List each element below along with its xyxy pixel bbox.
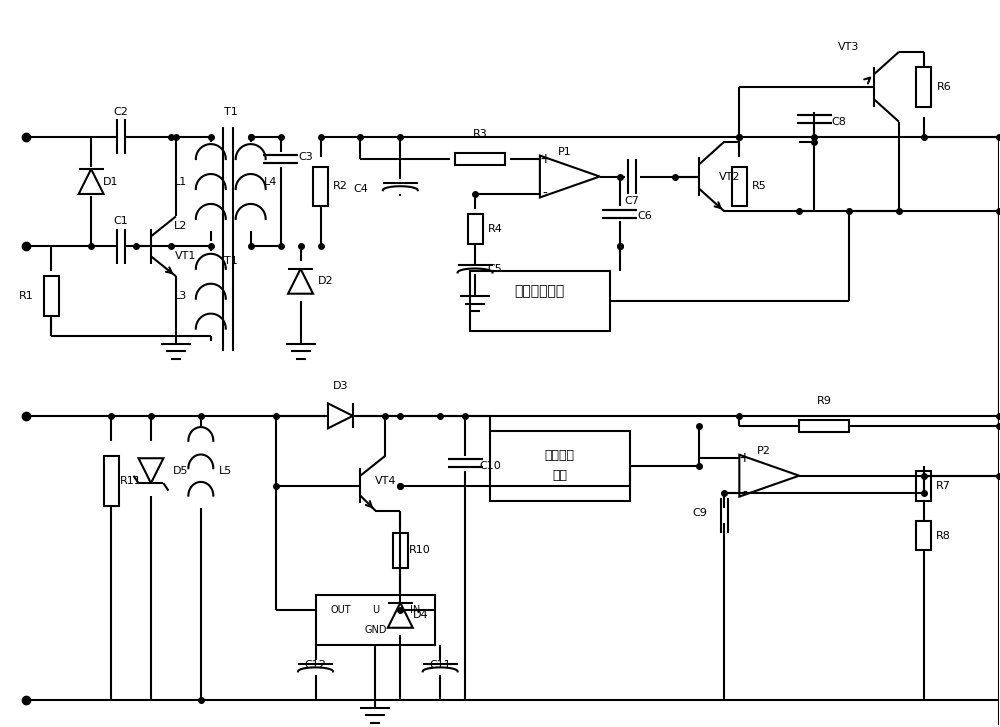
- Bar: [393, 533, 408, 568]
- Bar: [470, 271, 610, 331]
- Bar: [313, 166, 328, 206]
- Text: 电路: 电路: [552, 469, 567, 482]
- Text: P2: P2: [757, 446, 771, 456]
- Text: D5: D5: [173, 466, 189, 475]
- Text: C2: C2: [114, 107, 128, 117]
- Bar: [455, 153, 505, 165]
- Text: VT4: VT4: [375, 475, 396, 486]
- Text: C7: C7: [625, 196, 640, 206]
- Text: VT2: VT2: [719, 172, 740, 182]
- Text: C1: C1: [114, 217, 128, 226]
- Text: +: +: [539, 152, 551, 166]
- Text: R4: R4: [488, 224, 502, 234]
- Polygon shape: [139, 458, 163, 483]
- Text: IN: IN: [410, 606, 420, 615]
- Bar: [916, 470, 931, 501]
- Text: R1: R1: [19, 292, 34, 301]
- Bar: [916, 67, 931, 107]
- Text: U: U: [372, 606, 379, 615]
- Text: L2: L2: [174, 222, 188, 231]
- Polygon shape: [288, 269, 313, 294]
- Text: R7: R7: [936, 481, 951, 491]
- Text: R9: R9: [817, 396, 832, 406]
- Bar: [316, 595, 435, 646]
- Text: 损耗抑制: 损耗抑制: [545, 449, 575, 462]
- Text: T1: T1: [224, 107, 238, 117]
- Text: R11: R11: [120, 475, 142, 486]
- Text: VT1: VT1: [175, 252, 197, 261]
- Text: R3: R3: [473, 129, 487, 139]
- Text: VT3: VT3: [838, 42, 860, 52]
- Text: T1: T1: [224, 257, 238, 266]
- Bar: [799, 419, 849, 432]
- Text: OUT: OUT: [330, 606, 351, 615]
- Text: D4: D4: [412, 610, 428, 620]
- Polygon shape: [79, 169, 104, 194]
- Text: L5: L5: [219, 466, 232, 475]
- Text: L1: L1: [174, 177, 188, 187]
- Text: R5: R5: [752, 182, 767, 191]
- Text: C10: C10: [479, 461, 501, 470]
- Text: D2: D2: [318, 276, 333, 286]
- Text: GND: GND: [364, 625, 387, 635]
- Polygon shape: [388, 603, 413, 627]
- Text: L4: L4: [264, 177, 277, 187]
- Text: C4: C4: [353, 184, 368, 194]
- Bar: [468, 214, 483, 244]
- Text: C11: C11: [429, 660, 451, 670]
- Text: 线性驱动电路: 线性驱动电路: [515, 284, 565, 298]
- Text: C9: C9: [692, 508, 707, 518]
- Text: R2: R2: [333, 182, 348, 191]
- Text: R10: R10: [409, 545, 431, 555]
- Polygon shape: [328, 403, 353, 428]
- Text: C5: C5: [488, 264, 502, 274]
- Text: R8: R8: [936, 531, 951, 540]
- Text: C8: C8: [832, 116, 846, 126]
- Bar: [104, 456, 119, 505]
- Bar: [732, 166, 747, 206]
- Text: C3: C3: [298, 151, 313, 161]
- Text: D3: D3: [333, 381, 348, 391]
- Bar: [916, 521, 931, 550]
- Text: P1: P1: [558, 147, 572, 156]
- Bar: [490, 431, 630, 501]
- Text: -: -: [742, 486, 747, 500]
- Bar: [44, 276, 59, 316]
- Text: D1: D1: [103, 177, 119, 187]
- Text: +: +: [739, 451, 750, 465]
- Text: R6: R6: [936, 81, 951, 92]
- Text: C6: C6: [637, 212, 652, 222]
- Text: L3: L3: [174, 292, 188, 301]
- Text: C12: C12: [305, 660, 326, 670]
- Text: -: -: [542, 187, 547, 201]
